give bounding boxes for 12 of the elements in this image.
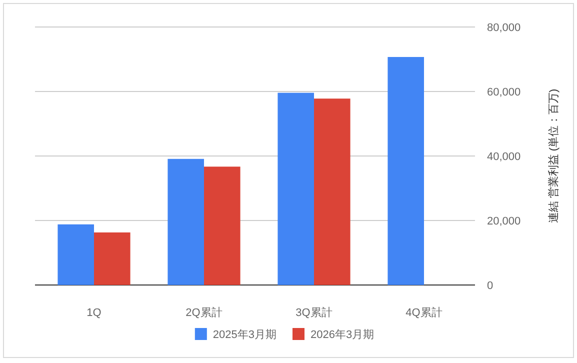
x-tick-label: 4Q累計 <box>406 306 442 319</box>
x-tick-label: 3Q累計 <box>296 306 332 319</box>
legend-label: 2026年3月期 <box>310 329 374 341</box>
legend-label: 2025年3月期 <box>212 329 276 341</box>
y-tick-label: 20,000 <box>487 216 521 228</box>
x-tick-label: 1Q <box>86 307 102 319</box>
y-tick-label: 40,000 <box>487 151 521 163</box>
y-tick-label: 0 <box>487 280 494 292</box>
y-tick-label: 80,000 <box>487 22 521 34</box>
x-tick-label: 2Q累計 <box>186 306 222 319</box>
y-axis-title: 連結 営業利益 (単位：百万) <box>547 88 560 224</box>
y-tick-label: 60,000 <box>487 86 521 98</box>
